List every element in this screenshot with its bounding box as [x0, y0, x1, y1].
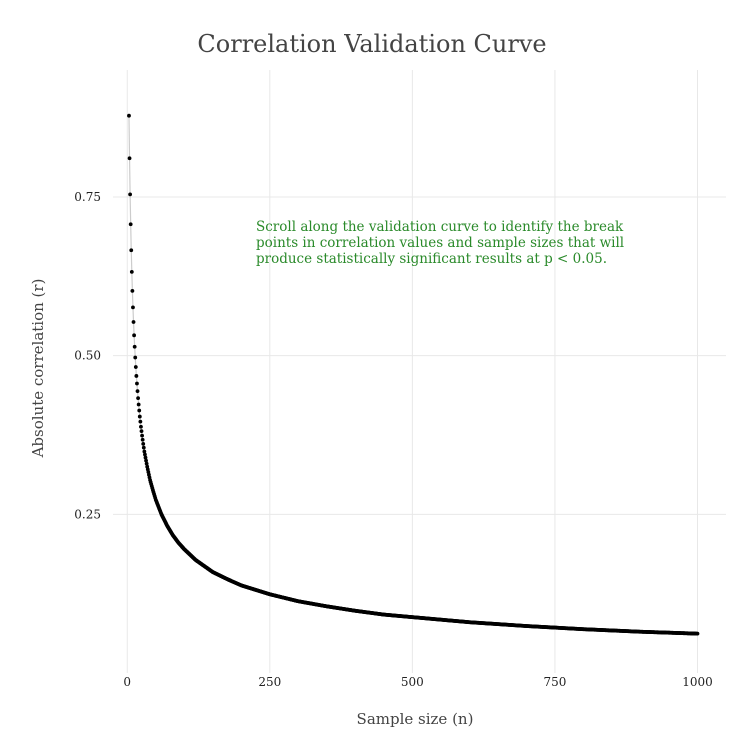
data-point[interactable]: [134, 374, 139, 378]
data-point[interactable]: [138, 419, 143, 424]
data-point[interactable]: [142, 449, 147, 454]
data-point[interactable]: [131, 305, 135, 310]
data-point[interactable]: [141, 441, 146, 446]
data-point[interactable]: [136, 402, 141, 407]
data-point[interactable]: [137, 414, 142, 419]
data-point[interactable]: [137, 408, 142, 413]
x-tick-label: 250: [258, 675, 281, 689]
y-axis-label: Absolute correlation (r): [29, 279, 47, 459]
data-point[interactable]: [139, 424, 143, 429]
data-point[interactable]: [141, 445, 146, 450]
data-point[interactable]: [695, 631, 700, 636]
x-tick-label: 0: [123, 675, 131, 689]
data-point[interactable]: [133, 355, 138, 360]
data-point[interactable]: [129, 269, 134, 274]
data-point[interactable]: [143, 452, 147, 457]
data-point[interactable]: [132, 344, 137, 349]
annotation: Scroll along the validation curve to ide…: [256, 219, 624, 267]
data-point[interactable]: [140, 433, 144, 438]
data-point[interactable]: [128, 222, 133, 227]
data-points[interactable]: [127, 113, 700, 636]
data-point[interactable]: [144, 458, 148, 463]
data-point[interactable]: [127, 113, 131, 118]
chart-title: Correlation Validation Curve: [197, 30, 546, 58]
data-point[interactable]: [136, 396, 140, 401]
series-line: [128, 115, 698, 635]
data-point[interactable]: [144, 461, 149, 466]
x-tick-label: 1000: [682, 675, 713, 689]
data-point[interactable]: [132, 333, 137, 338]
data-point[interactable]: [127, 156, 132, 161]
grid-lines: [113, 70, 726, 673]
annotation-line: Scroll along the validation curve to ide…: [256, 219, 624, 235]
data-point[interactable]: [139, 429, 144, 434]
x-axis-ticks: 0 250 500 750 1000: [123, 675, 712, 689]
series-line-path: [128, 115, 698, 635]
y-tick-label: 0.50: [74, 349, 101, 363]
data-point[interactable]: [135, 389, 140, 394]
y-tick-label: 0.75: [74, 190, 101, 204]
y-axis-ticks: 0.25 0.50 0.75: [74, 190, 101, 521]
data-point[interactable]: [133, 365, 138, 369]
annotation-line: points in correlation values and sample …: [256, 235, 624, 251]
x-axis-label: Sample size (n): [357, 710, 474, 728]
data-point[interactable]: [135, 381, 139, 386]
annotation-line: produce statistically significant result…: [256, 251, 607, 267]
data-point[interactable]: [143, 455, 148, 460]
x-tick-label: 500: [401, 675, 424, 689]
data-point[interactable]: [140, 437, 145, 442]
x-tick-label: 750: [543, 675, 566, 689]
data-point[interactable]: [131, 320, 136, 324]
data-point[interactable]: [128, 192, 133, 197]
data-point[interactable]: [130, 288, 135, 293]
data-point[interactable]: [129, 248, 134, 253]
y-tick-label: 0.25: [74, 507, 101, 521]
